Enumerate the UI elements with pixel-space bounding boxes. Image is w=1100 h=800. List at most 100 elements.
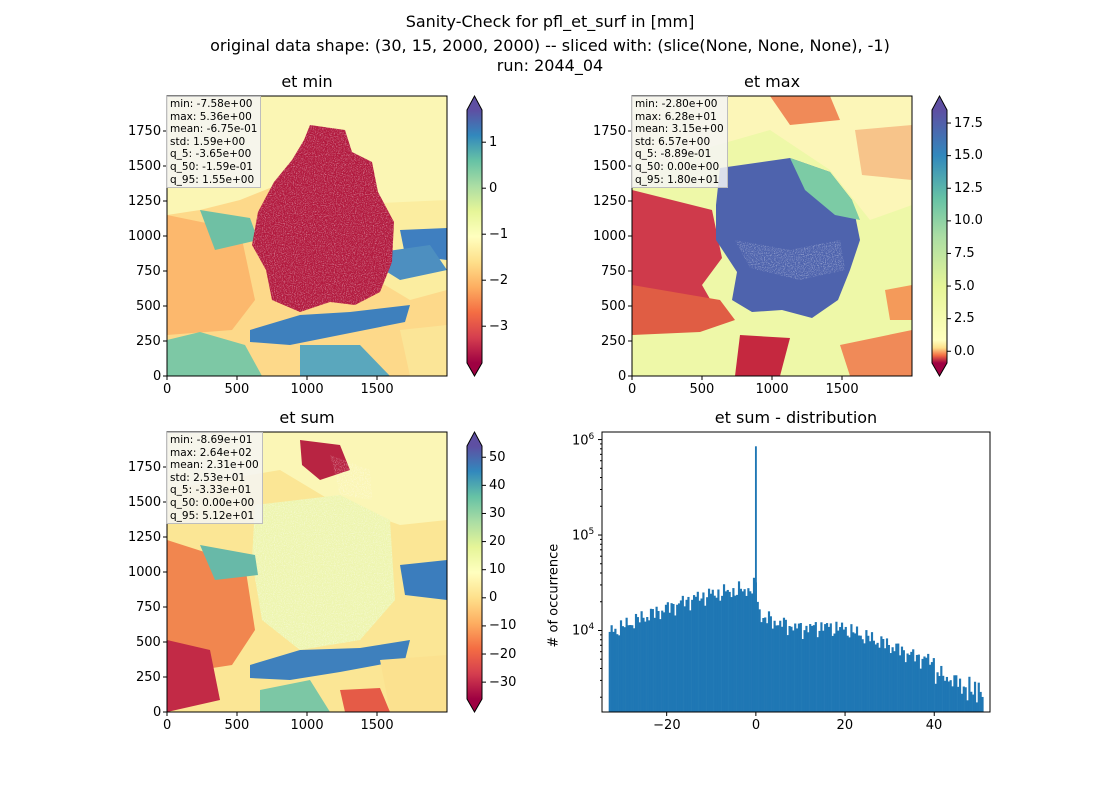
stat-line: q_95: 1.80e+01	[635, 173, 720, 186]
histogram-bar	[781, 626, 784, 712]
y-tick-label: 1000	[128, 564, 162, 580]
y-tick-label: 0	[153, 368, 162, 384]
histogram-bar	[625, 617, 628, 712]
histogram-bar	[895, 643, 898, 712]
colorbar-tick-label: 0	[489, 180, 498, 196]
histogram-bar	[915, 654, 919, 712]
colorbar-tick-label: 30	[489, 505, 506, 521]
y-tick-label: 750	[136, 599, 161, 615]
histogram-bar	[968, 676, 971, 712]
histogram-bar	[775, 625, 778, 712]
histogram-bar	[900, 646, 904, 712]
histogram-bar	[887, 644, 890, 712]
histogram-bar	[876, 642, 879, 712]
histogram-bar	[739, 588, 742, 712]
y-tick-label: 1000	[128, 228, 162, 244]
y-tick-label: 1500	[128, 494, 162, 510]
histogram-bar	[850, 624, 853, 712]
histogram-spike-bar	[754, 446, 757, 712]
histogram-bar	[814, 622, 817, 712]
histogram-bar	[927, 653, 930, 712]
histogram-bar	[623, 627, 626, 712]
stat-line: min: -2.80e+00	[635, 98, 718, 110]
histogram-bar	[653, 617, 656, 712]
histogram-bar	[666, 602, 669, 712]
histogram-bar	[902, 650, 905, 712]
histogram-bar	[839, 627, 842, 712]
histogram-bar	[945, 676, 949, 712]
histogram-bar	[975, 702, 978, 712]
histogram-bar	[940, 665, 943, 712]
histogram-bar	[784, 619, 787, 712]
histogram-bar	[709, 593, 713, 712]
colorbar-tick-label: 17.5	[954, 115, 983, 131]
histogram-bar	[908, 654, 911, 712]
histogram-bar	[677, 603, 681, 712]
histogram-bar	[831, 635, 834, 712]
colorbar-tick-label: 5.0	[954, 278, 975, 294]
stat-line: mean: -6.75e-01	[170, 123, 258, 136]
histogram-bar	[809, 624, 812, 712]
histogram-bar	[756, 601, 759, 712]
histogram-bar	[711, 589, 714, 712]
histogram-bar	[636, 617, 639, 712]
histogram-bar	[899, 655, 902, 712]
y-tick-label: 500	[136, 634, 161, 650]
histogram-bar	[736, 594, 739, 712]
histogram-bar	[882, 639, 885, 712]
histogram-bar	[966, 700, 969, 712]
et-min-title: et min	[281, 72, 333, 91]
histogram-bar	[649, 608, 653, 712]
histogram-bar	[797, 623, 801, 712]
histogram-bar	[734, 595, 737, 712]
colorbar-tick-label: 12.5	[954, 180, 983, 196]
histogram-bar	[685, 599, 688, 712]
colorbar-tick-label: 0	[489, 590, 498, 606]
histogram-bar	[863, 643, 866, 712]
histogram-bar	[812, 625, 816, 712]
histogram-bar	[614, 628, 617, 712]
histogram-bar	[884, 648, 887, 712]
histogram-bar	[633, 628, 636, 712]
histogram-bar	[799, 623, 802, 712]
histogram-bar	[749, 591, 752, 712]
histogram-bar	[752, 577, 756, 712]
y-tick-label: 750	[136, 263, 161, 279]
histogram-bar	[842, 629, 846, 712]
stat-line: std: 1.59e+00	[170, 135, 246, 148]
x-tick-label: 500	[224, 382, 250, 397]
x-tick-label: 1500	[360, 718, 394, 733]
stat-line: q_5: -8.89e-01	[635, 148, 712, 161]
histogram-bar	[910, 651, 913, 712]
histogram-bar	[758, 609, 761, 712]
histogram-bar	[925, 657, 928, 712]
histogram-bar	[691, 599, 694, 712]
y-tick-label: 250	[601, 333, 626, 349]
histogram-bar	[706, 597, 709, 712]
histogram-bar	[760, 622, 763, 712]
histogram-bar	[938, 676, 941, 712]
histogram-bar	[644, 621, 647, 712]
stat-line: q_50: 0.00e+00	[170, 496, 255, 509]
histogram-bar	[893, 651, 896, 712]
histogram-bar	[921, 658, 924, 712]
colorbar-tick-label: 40	[489, 477, 506, 493]
histogram-bar	[610, 625, 613, 712]
histogram-bar	[827, 626, 831, 712]
y-tick-label: 1750	[128, 123, 162, 139]
histogram-bar	[769, 616, 772, 712]
histogram-bar	[972, 694, 975, 712]
histogram-bar	[857, 635, 860, 712]
histogram-bar	[642, 617, 645, 712]
histogram-bar	[674, 615, 677, 712]
histogram-bar	[803, 630, 806, 712]
histogram-bar	[724, 591, 727, 712]
histogram-bar	[627, 625, 630, 712]
tick-marks	[163, 122, 951, 716]
histogram-bar	[867, 635, 870, 712]
y-tick-label: 750	[601, 263, 626, 279]
colorbar-tick-label: −2	[489, 272, 509, 288]
histogram-bar	[949, 680, 952, 712]
histogram-bar	[704, 605, 707, 712]
